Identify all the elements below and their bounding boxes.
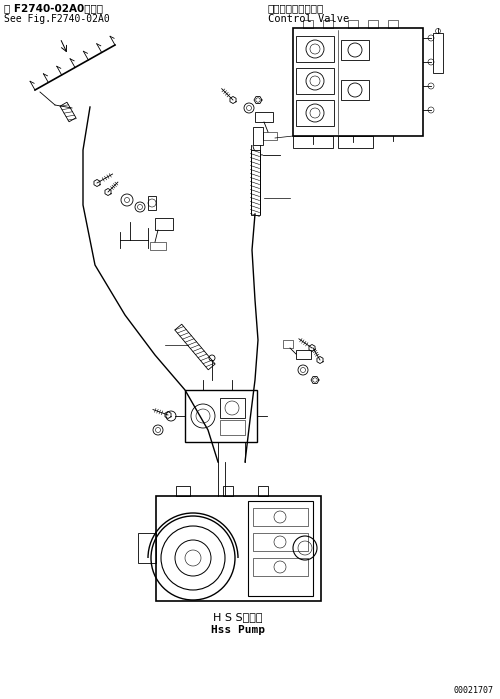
Bar	[253, 558, 308, 576]
Bar	[185, 390, 257, 442]
Bar	[303, 20, 313, 28]
Bar	[296, 100, 334, 126]
Text: Control Valve: Control Valve	[268, 14, 349, 24]
Bar	[148, 196, 156, 210]
Bar	[283, 340, 293, 348]
Bar	[220, 420, 245, 435]
Bar	[348, 20, 358, 28]
Bar	[368, 20, 378, 28]
Bar	[156, 496, 321, 601]
Bar	[223, 486, 233, 496]
Bar	[176, 486, 190, 496]
Bar	[293, 28, 423, 136]
Text: Hss Pump: Hss Pump	[211, 625, 265, 635]
Bar	[250, 150, 260, 215]
Bar	[155, 218, 173, 230]
Bar	[248, 501, 313, 596]
Bar	[293, 136, 333, 148]
Text: 第 F2740-02A0図参照: 第 F2740-02A0図参照	[4, 3, 103, 13]
Bar	[253, 127, 263, 145]
Bar	[323, 20, 333, 28]
Bar	[341, 40, 369, 60]
Bar	[296, 350, 311, 359]
Bar	[338, 136, 373, 148]
Bar	[296, 36, 334, 62]
Bar	[263, 132, 277, 140]
Bar	[253, 508, 308, 526]
Bar	[175, 324, 215, 370]
Bar	[220, 398, 245, 418]
Bar	[258, 486, 268, 496]
Bar	[253, 533, 308, 551]
Text: See Fig.F2740-02A0: See Fig.F2740-02A0	[4, 14, 110, 24]
Text: 00021707: 00021707	[454, 686, 494, 695]
Bar	[138, 533, 156, 563]
Text: H S Sポンプ: H S Sポンプ	[213, 612, 263, 622]
Bar	[150, 242, 166, 250]
Bar	[255, 112, 273, 122]
Bar	[388, 20, 398, 28]
Bar	[433, 33, 443, 73]
Bar	[296, 68, 334, 94]
Text: コントロールバルブ: コントロールバルブ	[268, 3, 324, 13]
Bar	[60, 102, 76, 122]
Bar	[341, 80, 369, 100]
